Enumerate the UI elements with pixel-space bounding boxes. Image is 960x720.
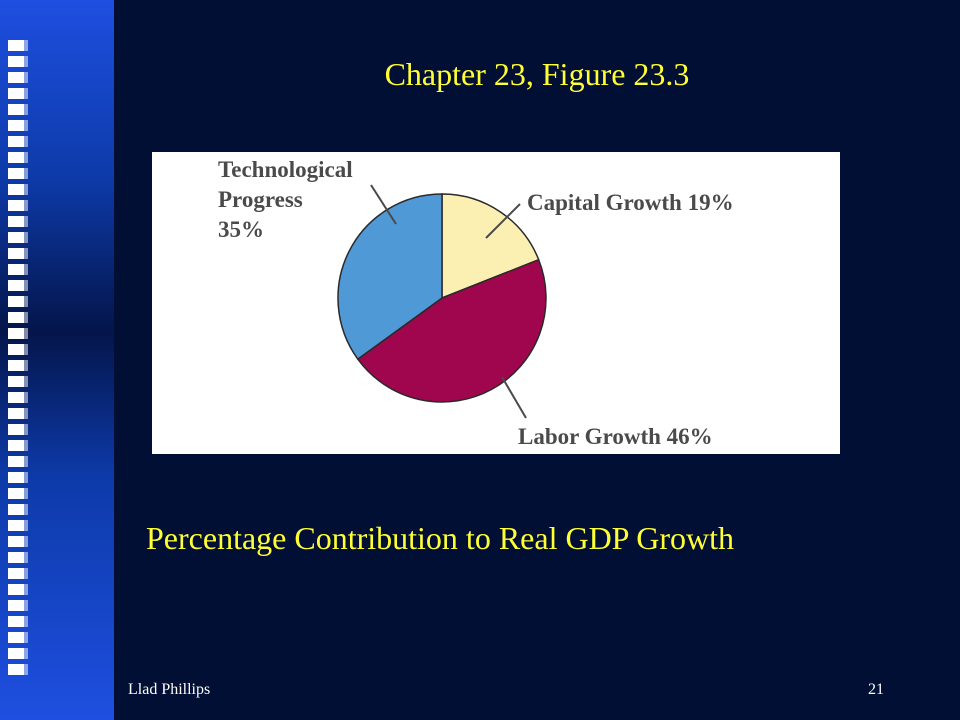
pie-slice-capital-growth [441, 193, 540, 300]
chart-caption: Percentage Contribution to Real GDP Grow… [146, 520, 735, 556]
decorative-square-pattern [8, 40, 24, 680]
pie-chart-panel: Capital Growth 19% Labor Growth 46% Tech… [152, 152, 840, 454]
slide-title: Chapter 23, Figure 23.3 [384, 56, 690, 92]
pie-slice-technological-progress [337, 193, 443, 361]
footer-page-number: 21 [868, 681, 884, 698]
pie-slice-labor-growth [356, 258, 547, 403]
pie-chart: Capital Growth 19% Labor Growth 46% Tech… [218, 157, 734, 449]
leader-line-tech [370, 184, 397, 225]
slice-label-capital: Capital Growth 19% [527, 190, 734, 215]
slice-label-tech-line-2: Progress [218, 187, 303, 212]
footer-author: Llad Phillips [128, 681, 211, 698]
pie-slices [337, 193, 547, 403]
leader-lines [370, 184, 527, 419]
slice-label-labor: Labor Growth 46% [518, 424, 713, 449]
leader-line-labor [501, 376, 527, 419]
decorative-sidebar [0, 0, 114, 720]
slice-label-tech-line-3: 35% [218, 217, 264, 242]
leader-line-capital [485, 203, 521, 239]
slice-label-tech-line-1: Technological [218, 157, 353, 182]
decorative-square-pattern-shadow [24, 40, 28, 680]
